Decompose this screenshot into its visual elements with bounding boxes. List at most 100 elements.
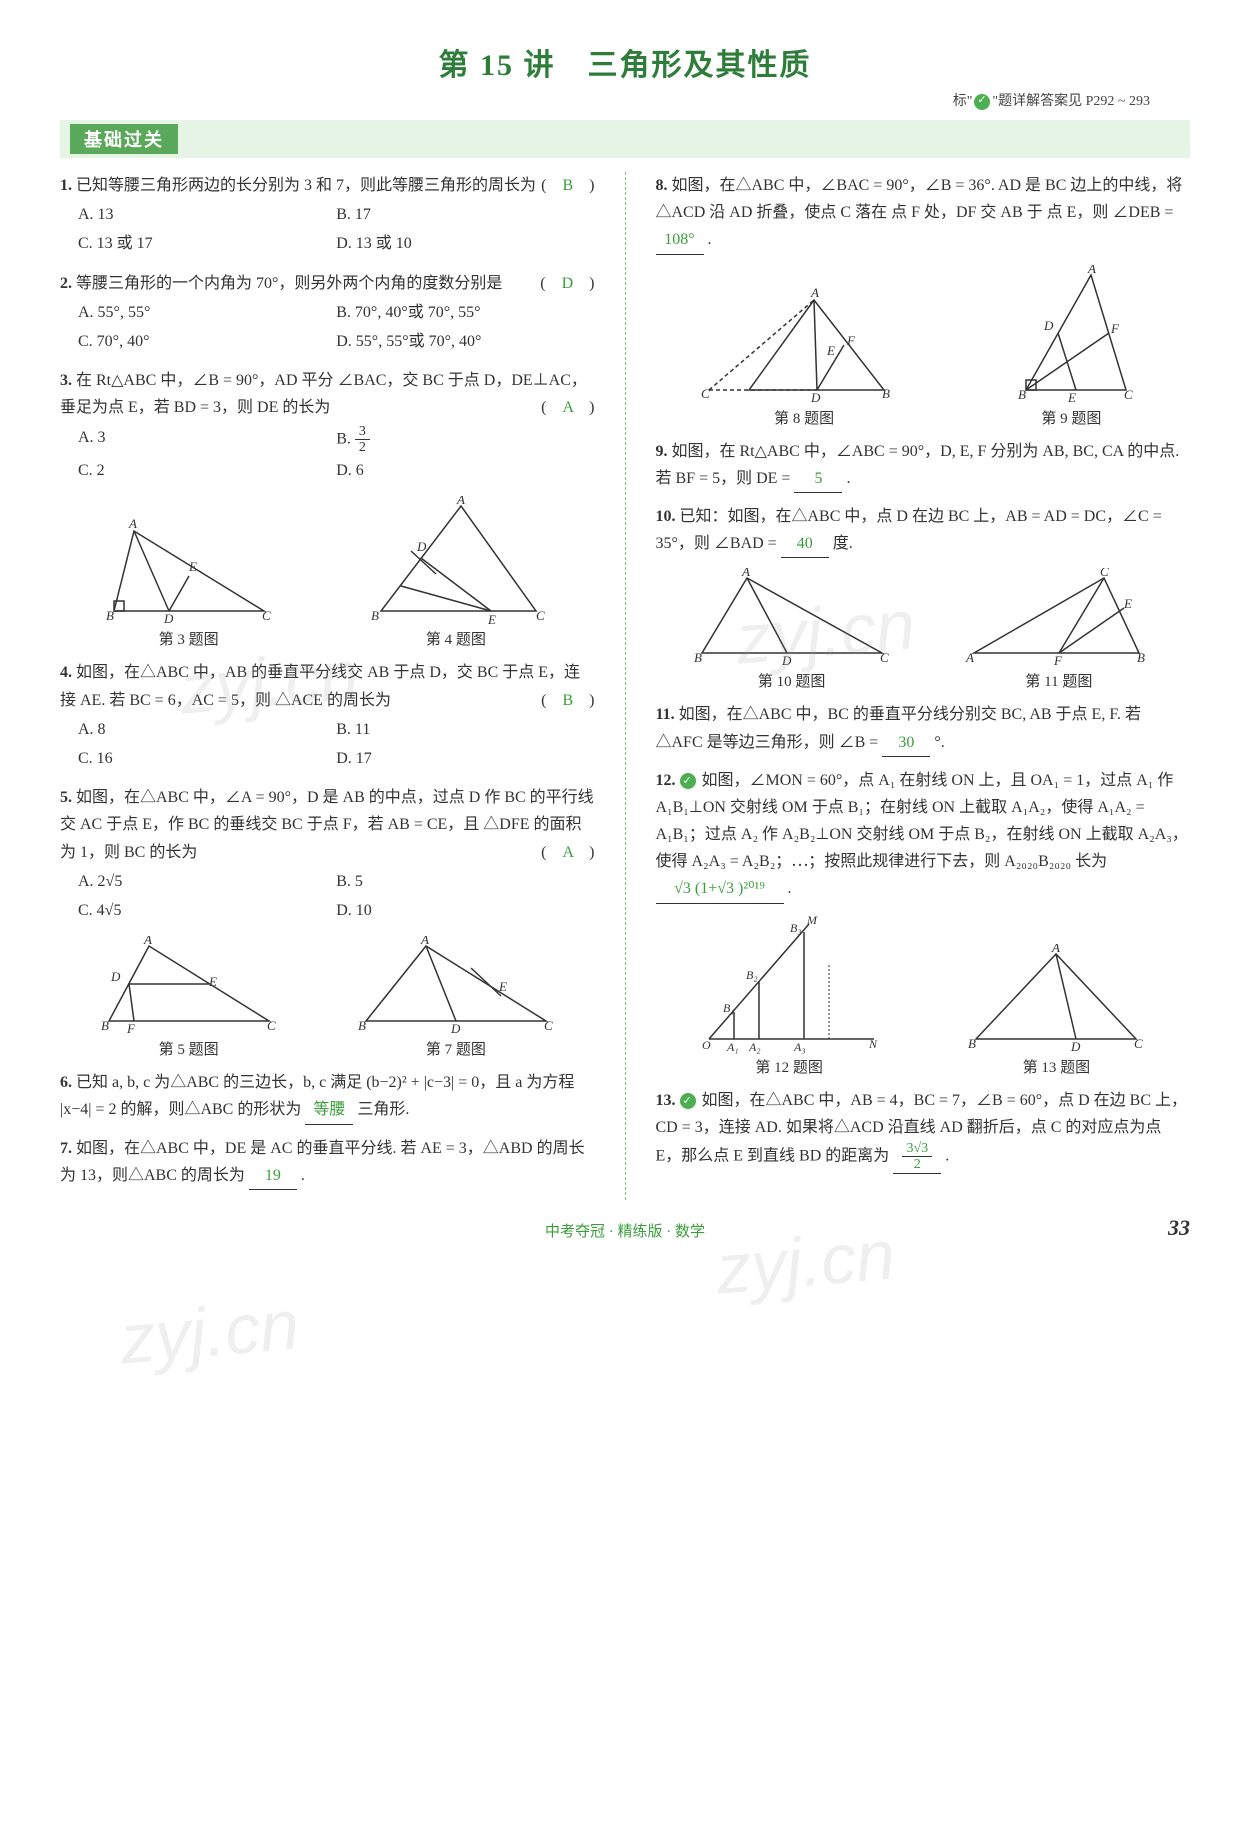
svg-text:A₁: A₁	[726, 1040, 739, 1054]
check-icon	[680, 773, 696, 789]
svg-text:E: E	[188, 559, 197, 574]
question-1: 1. 已知等腰三角形两边的长分别为 3 和 7，则此等腰三角形的周长为 ( B …	[60, 172, 595, 260]
figure-10: A B D C 第 10 题图	[692, 568, 892, 691]
answer-13: 3√32	[893, 1141, 941, 1174]
svg-text:C: C	[1100, 568, 1109, 579]
question-10: 10. 已知：如图，在△ABC 中，点 D 在边 BC 上，AB = AD = …	[656, 503, 1191, 558]
watermark: zyj.cn	[117, 1284, 302, 1379]
figure-12: M B₁ B₂ B₃ O A₁ A₂ A₃ N 第 12 题图	[694, 914, 884, 1077]
svg-text:F: F	[1110, 321, 1120, 336]
title-block: 第 15 讲 三角形及其性质	[60, 40, 1190, 84]
answer-2: D	[562, 275, 574, 292]
svg-text:E: E	[1067, 390, 1076, 405]
figure-row-10-11: A B D C 第 10 题图	[656, 568, 1191, 691]
columns: zyj.cn zyj.cn 1. 已知等腰三角形两边的长分别为 3 和 7，则此…	[60, 172, 1190, 1200]
svg-text:C: C	[701, 386, 710, 401]
svg-text:B₃: B₃	[790, 921, 802, 935]
options-3: A. 3 B. 32 C. 2 D. 6	[78, 424, 595, 487]
svg-text:E: E	[826, 343, 835, 358]
figure-8: A E F C D B 第 8 题图	[699, 285, 909, 428]
figure-3: A E B D C 第 3 题图	[104, 516, 274, 649]
svg-text:M: M	[806, 914, 818, 927]
subtitle: 标""题详解答案见 P292 ~ 293	[60, 90, 1190, 110]
section-label: 基础过关	[70, 124, 178, 154]
answer-8: 108°	[656, 226, 704, 254]
svg-text:D: D	[810, 390, 821, 405]
question-12: 12. 如图，∠MON = 60°，点 A₁ 在射线 ON 上，且 OA₁ = …	[656, 767, 1191, 904]
right-column: zyj.cn zyj.cn 8. 如图，在△ABC 中，∠BAC = 90°，∠…	[656, 172, 1191, 1200]
figure-7: A E B D C 第 7 题图	[356, 936, 556, 1059]
svg-text:C: C	[262, 608, 271, 623]
svg-text:B: B	[1018, 387, 1026, 402]
svg-text:E: E	[208, 974, 217, 989]
svg-text:O: O	[702, 1038, 711, 1052]
svg-text:A: A	[1087, 265, 1096, 276]
section-bar: 基础过关	[60, 120, 1190, 158]
svg-text:E: E	[1123, 596, 1132, 611]
svg-text:B: B	[1137, 650, 1145, 665]
question-7: 7. 如图，在△ABC 中，DE 是 AC 的垂直平分线. 若 AE = 3，△…	[60, 1135, 595, 1190]
check-icon	[974, 94, 990, 110]
svg-text:B: B	[694, 650, 702, 665]
options-4: A. 8 B. 11 C. 16 D. 17	[78, 716, 595, 774]
svg-text:B: B	[106, 608, 114, 623]
answer-9: 5	[794, 465, 842, 493]
options-5: A. 2√5 B. 5 C. 4√5 D. 10	[78, 868, 595, 926]
svg-text:A: A	[456, 496, 465, 507]
lecture-title: 第 15 讲 三角形及其性质	[439, 49, 812, 82]
left-column: zyj.cn zyj.cn 1. 已知等腰三角形两边的长分别为 3 和 7，则此…	[60, 172, 595, 1200]
svg-text:C: C	[880, 650, 889, 665]
answer-1: B	[562, 177, 573, 194]
figure-row-5-7: A D E B F C 第 5 题图	[60, 936, 595, 1059]
question-5: 5. 如图，在△ABC 中，∠A = 90°，D 是 AB 的中点，过点 D 作…	[60, 784, 595, 926]
answer-3: A	[562, 399, 573, 416]
question-11: 11. 如图，在△ABC 中，BC 的垂直平分线分别交 BC, AB 于点 E,…	[656, 701, 1191, 756]
figure-row-8-9: A E F C D B 第 8 题图	[656, 265, 1191, 428]
svg-text:C: C	[1124, 387, 1133, 402]
svg-text:D: D	[781, 653, 792, 668]
svg-text:B: B	[358, 1018, 366, 1033]
question-3: 3. 在 Rt△ABC 中，∠B = 90°，AD 平分 ∠BAC，交 BC 于…	[60, 367, 595, 486]
question-6: 6. 已知 a, b, c 为△ABC 的三边长，b, c 满足 (b−2)² …	[60, 1069, 595, 1124]
question-13: 13. 如图，在△ABC 中，AB = 4，BC = 7，∠B = 60°，点 …	[656, 1087, 1191, 1174]
svg-text:B: B	[882, 386, 890, 401]
page-number: 33	[1168, 1215, 1190, 1241]
svg-text:D: D	[450, 1021, 461, 1036]
svg-text:A: A	[965, 650, 974, 665]
figure-row-3-4: A E B D C 第 3 题图	[60, 496, 595, 649]
svg-text:A: A	[810, 285, 819, 300]
svg-text:D: D	[1070, 1039, 1081, 1054]
svg-text:C: C	[544, 1018, 553, 1033]
svg-text:A: A	[143, 936, 152, 947]
svg-text:E: E	[498, 979, 507, 994]
svg-text:D: D	[1043, 318, 1054, 333]
answer-12: √3 (1+√3 )²⁰¹⁹	[656, 875, 784, 903]
options-2: A. 55°, 55° B. 70°, 40°或 70°, 55° C. 70°…	[78, 299, 595, 357]
svg-text:B: B	[101, 1018, 109, 1033]
question-4: 4. 如图，在△ABC 中，AB 的垂直平分线交 AB 于点 D，交 BC 于点…	[60, 659, 595, 774]
footer: 中考夺冠 · 精练版 · 数学 33	[60, 1220, 1190, 1241]
svg-text:A₂: A₂	[748, 1040, 761, 1054]
answer-10: 40	[781, 530, 829, 558]
page: 第 15 讲 三角形及其性质 标""题详解答案见 P292 ~ 293 基础过关…	[0, 0, 1250, 1281]
figure-4: A D B E C 第 4 题图	[361, 496, 551, 649]
svg-text:B₂: B₂	[746, 968, 758, 982]
options-1: A. 13 B. 17 C. 13 或 17 D. 13 或 10	[78, 201, 595, 259]
answer-5: A	[562, 844, 573, 861]
svg-text:D: D	[416, 539, 427, 554]
svg-text:A: A	[420, 936, 429, 947]
figure-9: A D F B E C 第 9 题图	[996, 265, 1146, 428]
question-2: 2. 等腰三角形的一个内角为 70°，则另外两个内角的度数分别是 ( D ) A…	[60, 270, 595, 358]
svg-text:A: A	[1051, 944, 1060, 955]
svg-text:A₃: A₃	[793, 1040, 806, 1054]
figure-13: A B D C 第 13 题图	[961, 944, 1151, 1077]
svg-text:B: B	[968, 1036, 976, 1051]
svg-text:F: F	[846, 333, 856, 348]
question-8: 8. 如图，在△ABC 中，∠BAC = 90°，∠B = 36°. AD 是 …	[656, 172, 1191, 255]
answer-7: 19	[249, 1162, 297, 1190]
answer-11: 30	[882, 729, 930, 757]
question-9: 9. 如图，在 Rt△ABC 中，∠ABC = 90°，D, E, F 分别为 …	[656, 438, 1191, 493]
svg-text:C: C	[536, 608, 545, 623]
answer-6: 等腰	[305, 1096, 353, 1124]
svg-text:B: B	[371, 608, 379, 623]
